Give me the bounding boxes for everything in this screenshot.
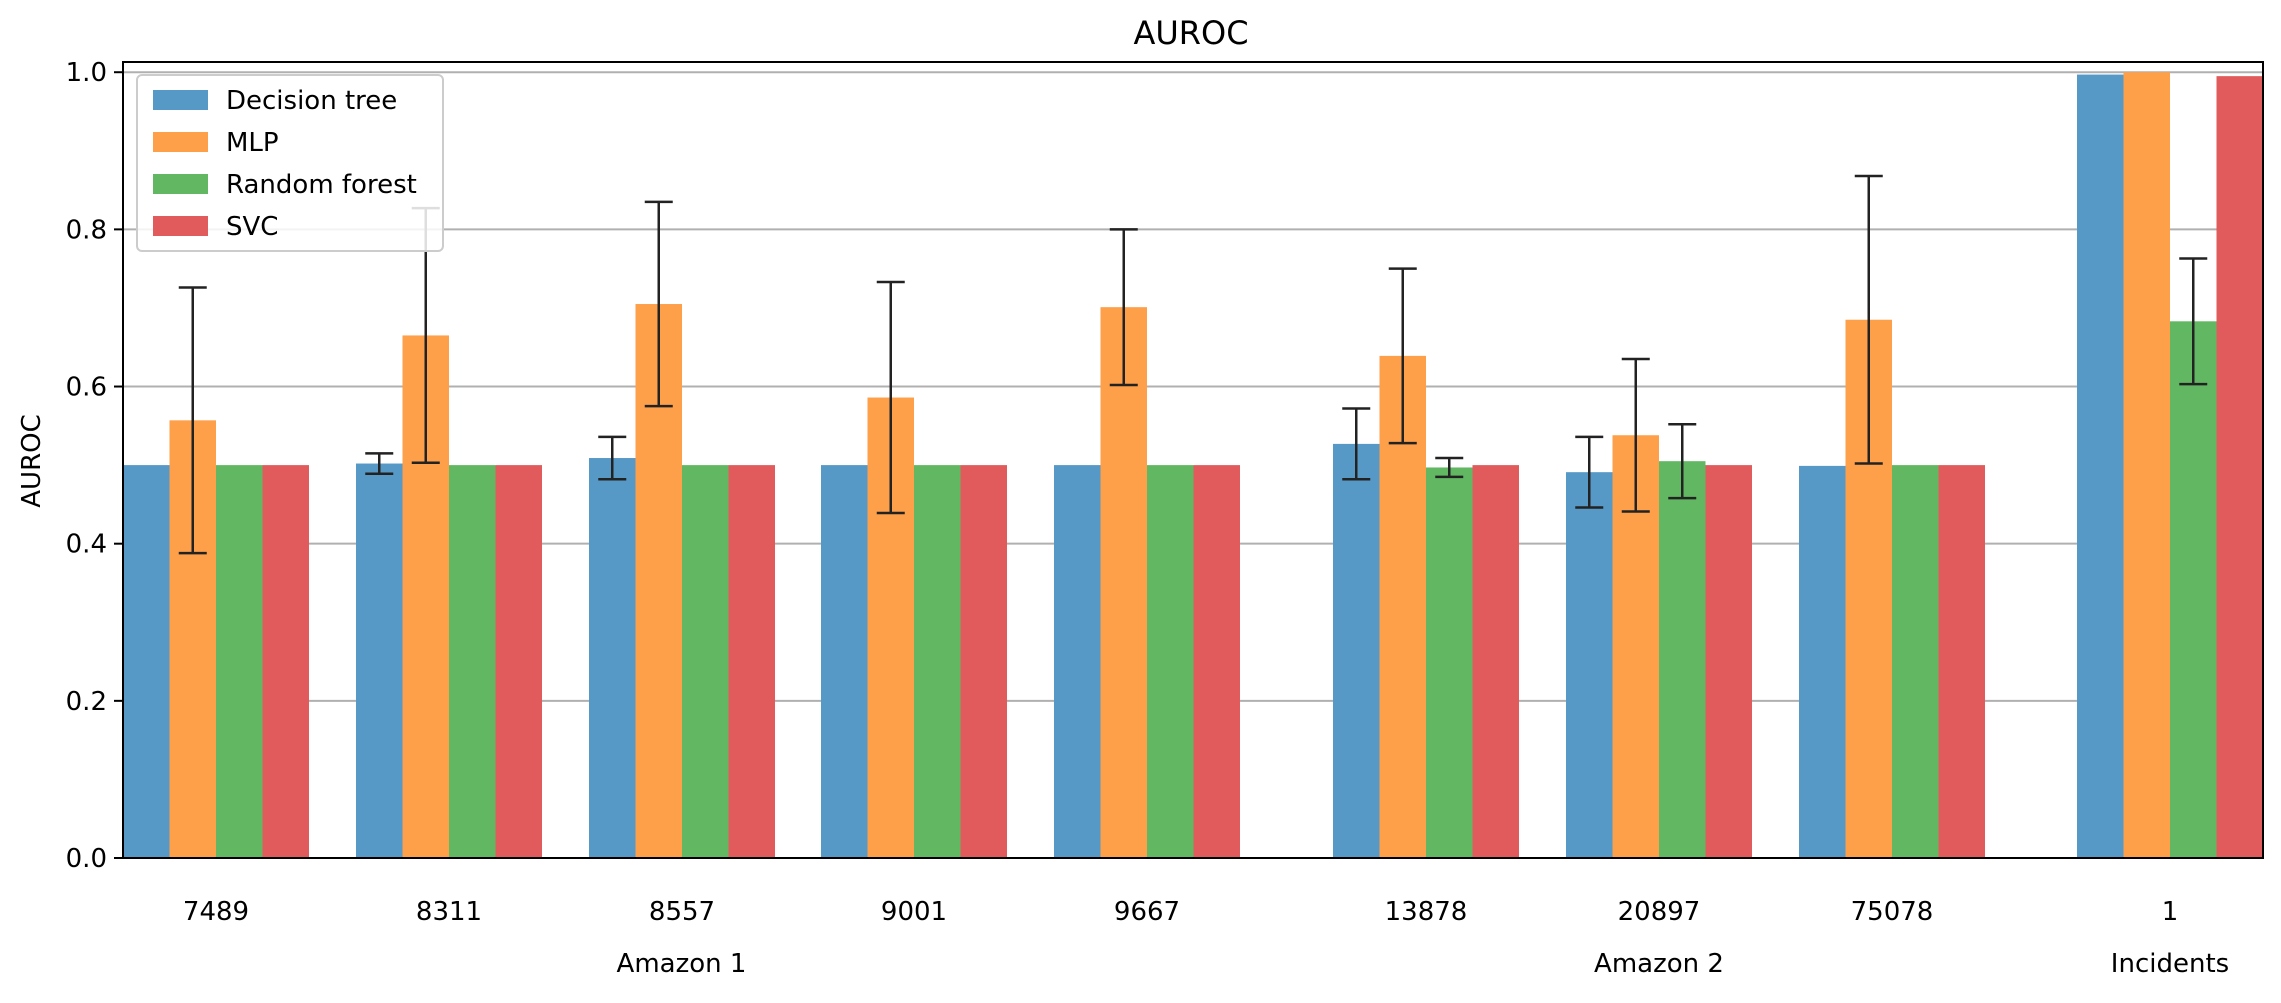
group-labels: Amazon 1 Amazon 2 Incidents	[617, 949, 2230, 979]
bar	[1938, 465, 1985, 858]
series-mlp	[169, 72, 2170, 858]
bar	[356, 463, 403, 858]
bar	[589, 458, 636, 858]
x-tick-label: 13878	[1385, 897, 1468, 927]
x-tick-label: 1	[2162, 897, 2179, 927]
axes: 0.0 0.2 0.4 0.6 0.8 1.0	[66, 58, 2264, 874]
bar	[1659, 461, 1706, 858]
group-label: Amazon 1	[617, 949, 747, 979]
bar	[1193, 465, 1240, 858]
bar	[216, 465, 263, 858]
y-tick-label: 0.8	[66, 215, 107, 245]
bar	[2123, 72, 2170, 858]
x-tick-label: 20897	[1618, 897, 1701, 927]
bar	[1799, 465, 1846, 858]
legend-label: Decision tree	[226, 86, 397, 116]
bar	[1892, 465, 1939, 858]
bar	[1426, 467, 1473, 858]
bar	[914, 465, 961, 858]
bar	[728, 465, 775, 858]
bar	[1147, 465, 1194, 858]
bar	[2077, 74, 2124, 858]
bar	[449, 465, 496, 858]
group-label: Amazon 2	[1594, 949, 1724, 979]
bar	[495, 465, 542, 858]
y-tick-label: 0.2	[66, 687, 107, 717]
x-tick-label: 75078	[1851, 897, 1934, 927]
y-tick-label: 1.0	[66, 58, 107, 88]
chart-title: AUROC	[1133, 14, 1248, 52]
legend-label: MLP	[226, 128, 279, 158]
bars	[123, 72, 2263, 859]
x-tick-label: 8557	[649, 897, 715, 927]
x-tick-label: 9001	[881, 897, 947, 927]
bar	[1705, 465, 1752, 858]
series-decision-tree	[123, 74, 2124, 858]
error-bars	[178, 174, 2208, 555]
y-tick-label: 0.4	[66, 530, 107, 560]
y-tick-label: 0.6	[66, 373, 107, 403]
x-tick-labels: 7489 8311 8557 9001 9667 13878 20897 75078 1	[183, 897, 2178, 927]
bar	[1333, 443, 1380, 858]
bar	[1100, 307, 1147, 858]
x-tick-label: 8311	[416, 897, 482, 927]
bar	[1054, 465, 1101, 858]
series-random-forest	[216, 321, 2217, 859]
x-tick-label: 7489	[183, 897, 249, 927]
y-tick-label: 0.0	[66, 844, 107, 874]
bar	[123, 465, 170, 858]
bar	[1566, 472, 1613, 858]
series-svc	[262, 76, 2263, 859]
bar	[960, 465, 1007, 858]
legend-box	[136, 74, 444, 252]
bar	[262, 465, 309, 858]
legend: Decision tree MLP Random forest SVC	[136, 74, 444, 252]
y-axis-label: AUROC	[17, 414, 47, 508]
legend-swatch	[153, 174, 208, 194]
plot-frame	[122, 61, 2264, 859]
legend-swatch	[153, 216, 208, 236]
bar	[821, 465, 868, 858]
bar	[2170, 321, 2217, 859]
x-tick-label: 9667	[1114, 897, 1180, 927]
legend-label: Random forest	[226, 170, 417, 200]
bar	[1472, 465, 1519, 858]
legend-swatch	[153, 90, 208, 110]
legend-swatch	[153, 132, 208, 152]
legend-label: SVC	[226, 212, 278, 242]
group-label: Incidents	[2111, 949, 2229, 979]
bar	[682, 465, 729, 858]
bar	[2216, 76, 2263, 859]
